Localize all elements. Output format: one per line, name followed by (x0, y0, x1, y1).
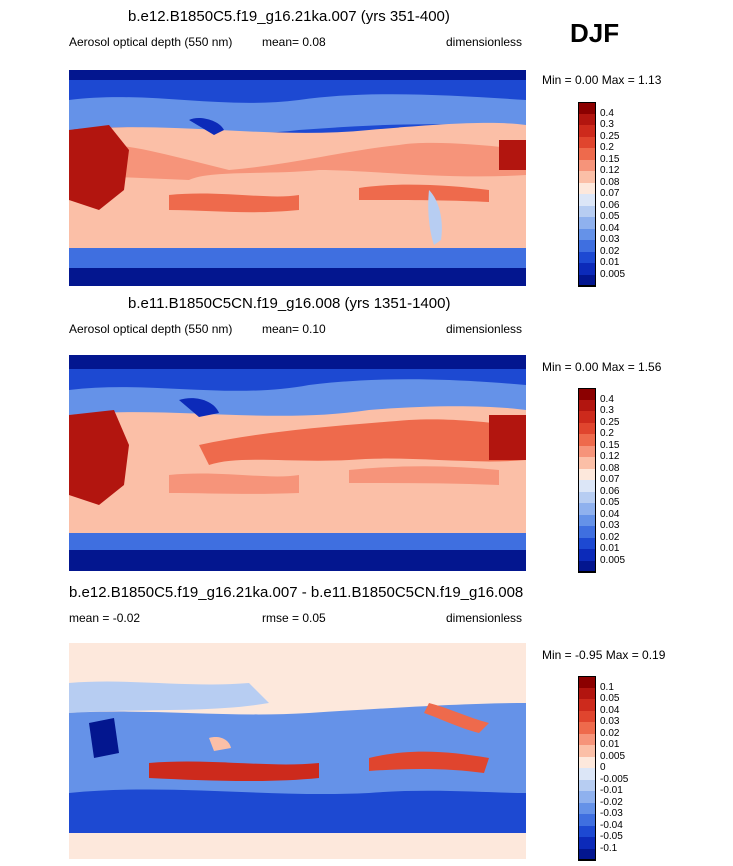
colorbar-tick-label: 0.1 (600, 681, 614, 693)
colorbar-tick-label: -0.02 (600, 796, 623, 808)
panel-3-colorbar: 0.1 0.05 0.04 0.03 0.02 0.01 0.005 0 -0.005 -0.01… (578, 676, 668, 861)
colorbar-tick-label: 0.4 (600, 393, 614, 405)
colorbar-frame (578, 676, 596, 860)
panel-1-map (69, 70, 526, 286)
colorbar-tick-label: 0.12 (600, 165, 620, 176)
colorbar-tick-label: 0.25 (600, 130, 620, 142)
panel-2-minmax: Min = 0.00 Max = 1.56 (542, 360, 662, 374)
colorbar-swatch (578, 274, 596, 287)
panel-1-variable: Aerosol optical depth (550 nm) (69, 35, 233, 49)
colorbar-tick-label: 0.06 (600, 199, 620, 211)
colorbar-tick-label: 0.03 (600, 234, 620, 245)
colorbar-tick-label: 0.3 (600, 405, 614, 416)
colorbar-tick-label: -0.03 (600, 808, 623, 819)
colorbar-tick-label: 0.005 (600, 750, 626, 762)
panel-2-title: b.e11.B1850C5CN.f19_g16.008 (yrs 1351-14… (128, 295, 451, 312)
panel-3-rmse: rmse = 0.05 (262, 611, 326, 625)
colorbar-tick-label: 0.3 (600, 119, 614, 130)
colorbar-tick-label: 0.4 (600, 107, 614, 119)
colorbar-swatch (578, 560, 596, 573)
colorbar-tick-label: 0.04 (600, 704, 620, 716)
panel-3-mean: mean = -0.02 (69, 611, 141, 625)
panel-1-title: b.e12.B1850C5.f19_g16.21ka.007 (yrs 351-… (128, 8, 450, 25)
colorbar-tick-label: 0.03 (600, 520, 620, 531)
colorbar-tick-label: 0.2 (600, 428, 614, 439)
colorbar-tick-label: 0.2 (600, 142, 614, 153)
panel-3-map (69, 643, 526, 859)
colorbar-tick-label: -0.01 (600, 785, 623, 796)
colorbar-tick-label: 0.12 (600, 451, 620, 462)
panel-1-colorbar: 0.4 0.3 0.25 0.2 0.15 0.12 0.08 0.07 0.06 0.05 0.0… (578, 102, 668, 287)
panel-2-map (69, 355, 526, 571)
panel-2-units: dimensionless (446, 322, 523, 336)
colorbar-tick-label: 0.07 (600, 188, 620, 199)
colorbar-tick-label: 0.05 (600, 693, 620, 704)
colorbar-frame (578, 102, 596, 286)
panel-1-mean: mean= 0.08 (262, 35, 326, 49)
colorbar-tick-label: 0.07 (600, 474, 620, 485)
colorbar-tick-label: 0.08 (600, 462, 620, 474)
colorbar-frame (578, 388, 596, 572)
colorbar-tick-label: 0.15 (600, 153, 620, 165)
colorbar-tick-label: 0 (600, 762, 606, 773)
colorbar-tick-label: 0.02 (600, 245, 620, 257)
colorbar-tick-label: 0.06 (600, 485, 620, 497)
colorbar-tick-label: 0.005 (600, 268, 626, 280)
panel-2-colorbar: 0.4 0.3 0.25 0.2 0.15 0.12 0.08 0.07 0.06 0.05 0.0… (578, 388, 668, 573)
colorbar-tick-label: 0.05 (600, 211, 620, 222)
colorbar-tick-label: 0.15 (600, 439, 620, 451)
colorbar-tick-label: -0.1 (600, 842, 618, 854)
season-label: DJF (570, 18, 620, 48)
colorbar-tick-label: 0.25 (600, 416, 620, 428)
panel-2-mean: mean= 0.10 (262, 322, 326, 336)
panel-3-minmax: Min = -0.95 Max = 0.19 (542, 648, 666, 662)
colorbar-tick-label: 0.04 (600, 508, 620, 520)
panel-2-variable: Aerosol optical depth (550 nm) (69, 322, 233, 336)
colorbar-swatch (578, 848, 596, 861)
colorbar-tick-label: 0.01 (600, 543, 620, 554)
colorbar-tick-label: 0.05 (600, 497, 620, 508)
colorbar-tick-label: 0.005 (600, 554, 626, 566)
panel-3-title: b.e12.B1850C5.f19_g16.21ka.007 - b.e11.B… (69, 584, 524, 601)
colorbar-tick-label: 0.08 (600, 176, 620, 188)
colorbar-tick-label: 0.01 (600, 257, 620, 268)
colorbar-tick-label: -0.005 (600, 773, 629, 785)
colorbar-tick-label: -0.04 (600, 819, 623, 831)
panel-3-units: dimensionless (446, 611, 523, 625)
colorbar-tick-label: 0.01 (600, 739, 620, 750)
colorbar-tick-label: 0.02 (600, 727, 620, 739)
panel-1-units: dimensionless (446, 35, 523, 49)
colorbar-tick-label: 0.02 (600, 531, 620, 543)
colorbar-tick-label: 0.04 (600, 222, 620, 234)
colorbar-tick-label: 0.03 (600, 716, 620, 727)
colorbar-tick-label: -0.05 (600, 831, 623, 842)
panel-1-minmax: Min = 0.00 Max = 1.13 (542, 73, 662, 87)
